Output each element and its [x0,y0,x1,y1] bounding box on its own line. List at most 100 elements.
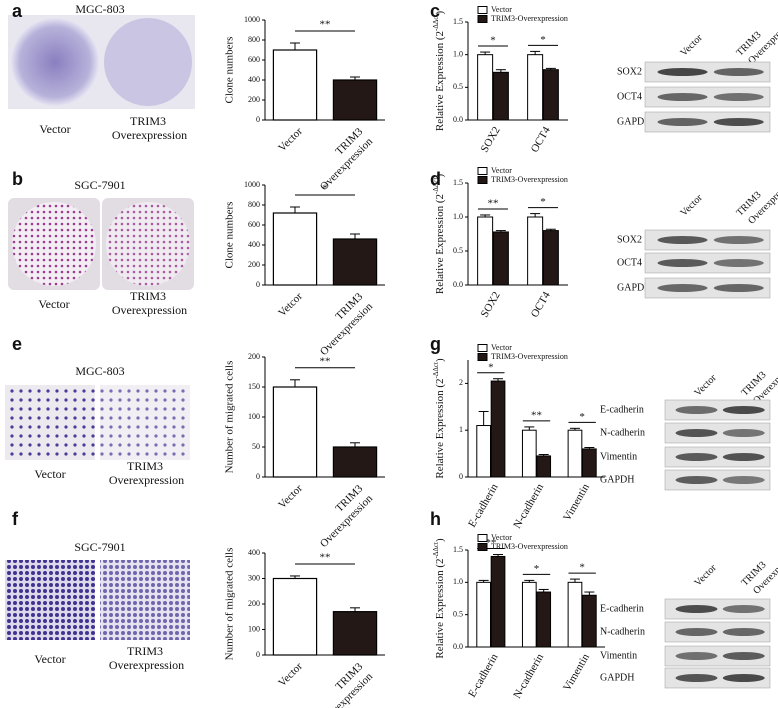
bar [493,72,508,120]
legend-swatch [478,168,487,175]
y-tick-label: 200 [248,260,260,269]
y-tick-label: 800 [248,200,260,209]
blot-band [723,406,765,414]
y-tick-label: 100 [248,624,260,633]
lane-label: Vector [692,372,719,399]
x-tick-label: Vector [276,660,305,689]
x-tick-label: N-cadherin [511,481,546,530]
bar [478,217,493,285]
transwell-photo [5,385,95,460]
figure: abcdefghMGC-803VectorTRIM3 Overexpressio… [0,0,778,708]
significance-label: * [540,196,546,208]
significance-label: * [322,183,328,195]
x-tick-label: Vimentin [561,651,592,693]
significance-label: * [534,563,540,575]
bar [568,582,582,647]
blot-band [676,628,718,636]
blot-band [723,476,765,484]
transwell-photo [5,560,95,640]
y-axis-label-part: -ΔΔct [432,177,440,193]
y-axis-label: Clone numbers [224,37,236,104]
y-axis-label-part: ) [434,11,446,15]
y-tick-label: 1.5 [453,178,463,187]
y-tick-label: 200 [248,95,260,104]
lane-label: TRIM3 Overexpression [740,345,778,409]
y-tick-label: 1000 [244,15,260,24]
plate [104,18,192,106]
plate [106,202,190,286]
image-caption: TRIM3 Overexpression [106,644,184,672]
x-tick-label: OCT4 [529,124,553,154]
panel-title: SGC-7901 [74,178,125,192]
x-tick-label: Vector [276,125,305,154]
panel-letter: f [12,509,19,529]
blot-band [676,429,718,437]
y-axis-label-part: -ΔΔct [432,362,440,378]
band-label: GAPDH [600,474,634,485]
legend-label: Vector [491,166,512,175]
bar [522,430,536,477]
legend-label: Vector [491,5,512,14]
blot-band [676,674,718,682]
blot-band [723,605,765,613]
x-tick-label: Vector [276,482,305,511]
y-tick-label: 300 [248,573,260,582]
y-tick-label: 1 [459,425,463,434]
bar [491,556,505,647]
blot-band [723,628,765,636]
bar [478,55,493,120]
y-axis-label-part: Relative Expression (2 [434,558,446,658]
blot-band [714,284,764,292]
significance-label: * [579,562,585,574]
legend-swatch [478,535,487,542]
blot-band [658,259,708,267]
y-tick-label: 1.5 [453,545,463,554]
y-tick-label: 2 [459,378,463,387]
blot-band [723,652,765,660]
significance-label: ** [320,551,331,563]
transwell-photo [100,385,190,460]
y-axis-label: Relative Expression (2-ΔΔct) [432,358,446,479]
blot-band [658,68,708,76]
bar [583,449,597,477]
y-tick-label: 150 [248,382,260,391]
band-label: SOX2 [617,66,642,77]
band-label: N-cadherin [600,626,645,637]
x-tick-label: SOX2 [479,290,503,320]
blot-band [714,93,764,101]
blot-band [658,118,708,126]
bar [273,579,316,656]
y-tick-label: 1.0 [453,577,463,586]
band-label: OCT4 [617,257,642,268]
y-tick-label: 0 [256,280,260,289]
y-tick-label: 100 [248,412,260,421]
bar [477,582,491,647]
y-axis-label-part: -ΔΔct [432,14,440,30]
panel-letter: e [12,334,22,354]
y-axis-label: Relative Expression (2-ΔΔct) [432,11,446,132]
blot-band [714,68,764,76]
bar [528,217,543,285]
x-tick-label: TRIM3 Overexpression [306,660,376,708]
x-tick-label: SOX2 [479,125,503,155]
y-tick-label: 0 [256,650,260,659]
band-label: E-cadherin [600,404,644,415]
y-axis-label-part: ) [434,538,446,542]
panel-letter: g [430,334,441,354]
significance-label: ** [320,355,331,367]
legend-label: TRIM3-Overexpression [491,14,568,23]
y-tick-label: 200 [248,599,260,608]
band-label: E-cadherin [600,603,644,614]
blot-band [676,605,718,613]
significance-label: ** [531,409,542,421]
bar [543,70,558,120]
band-label: Vimentin [600,451,637,462]
blot-band [676,476,718,484]
blot-band [658,284,708,292]
y-axis-label: Relative Expression (2-ΔΔct) [432,538,446,659]
y-axis-label-part: Relative Expression (2 [434,31,446,131]
band-label: Vimentin [600,650,637,661]
y-axis-label: Number of migrated cells [224,548,236,661]
x-tick-label: Vetcor [276,290,305,319]
legend-label: Vector [491,533,512,542]
